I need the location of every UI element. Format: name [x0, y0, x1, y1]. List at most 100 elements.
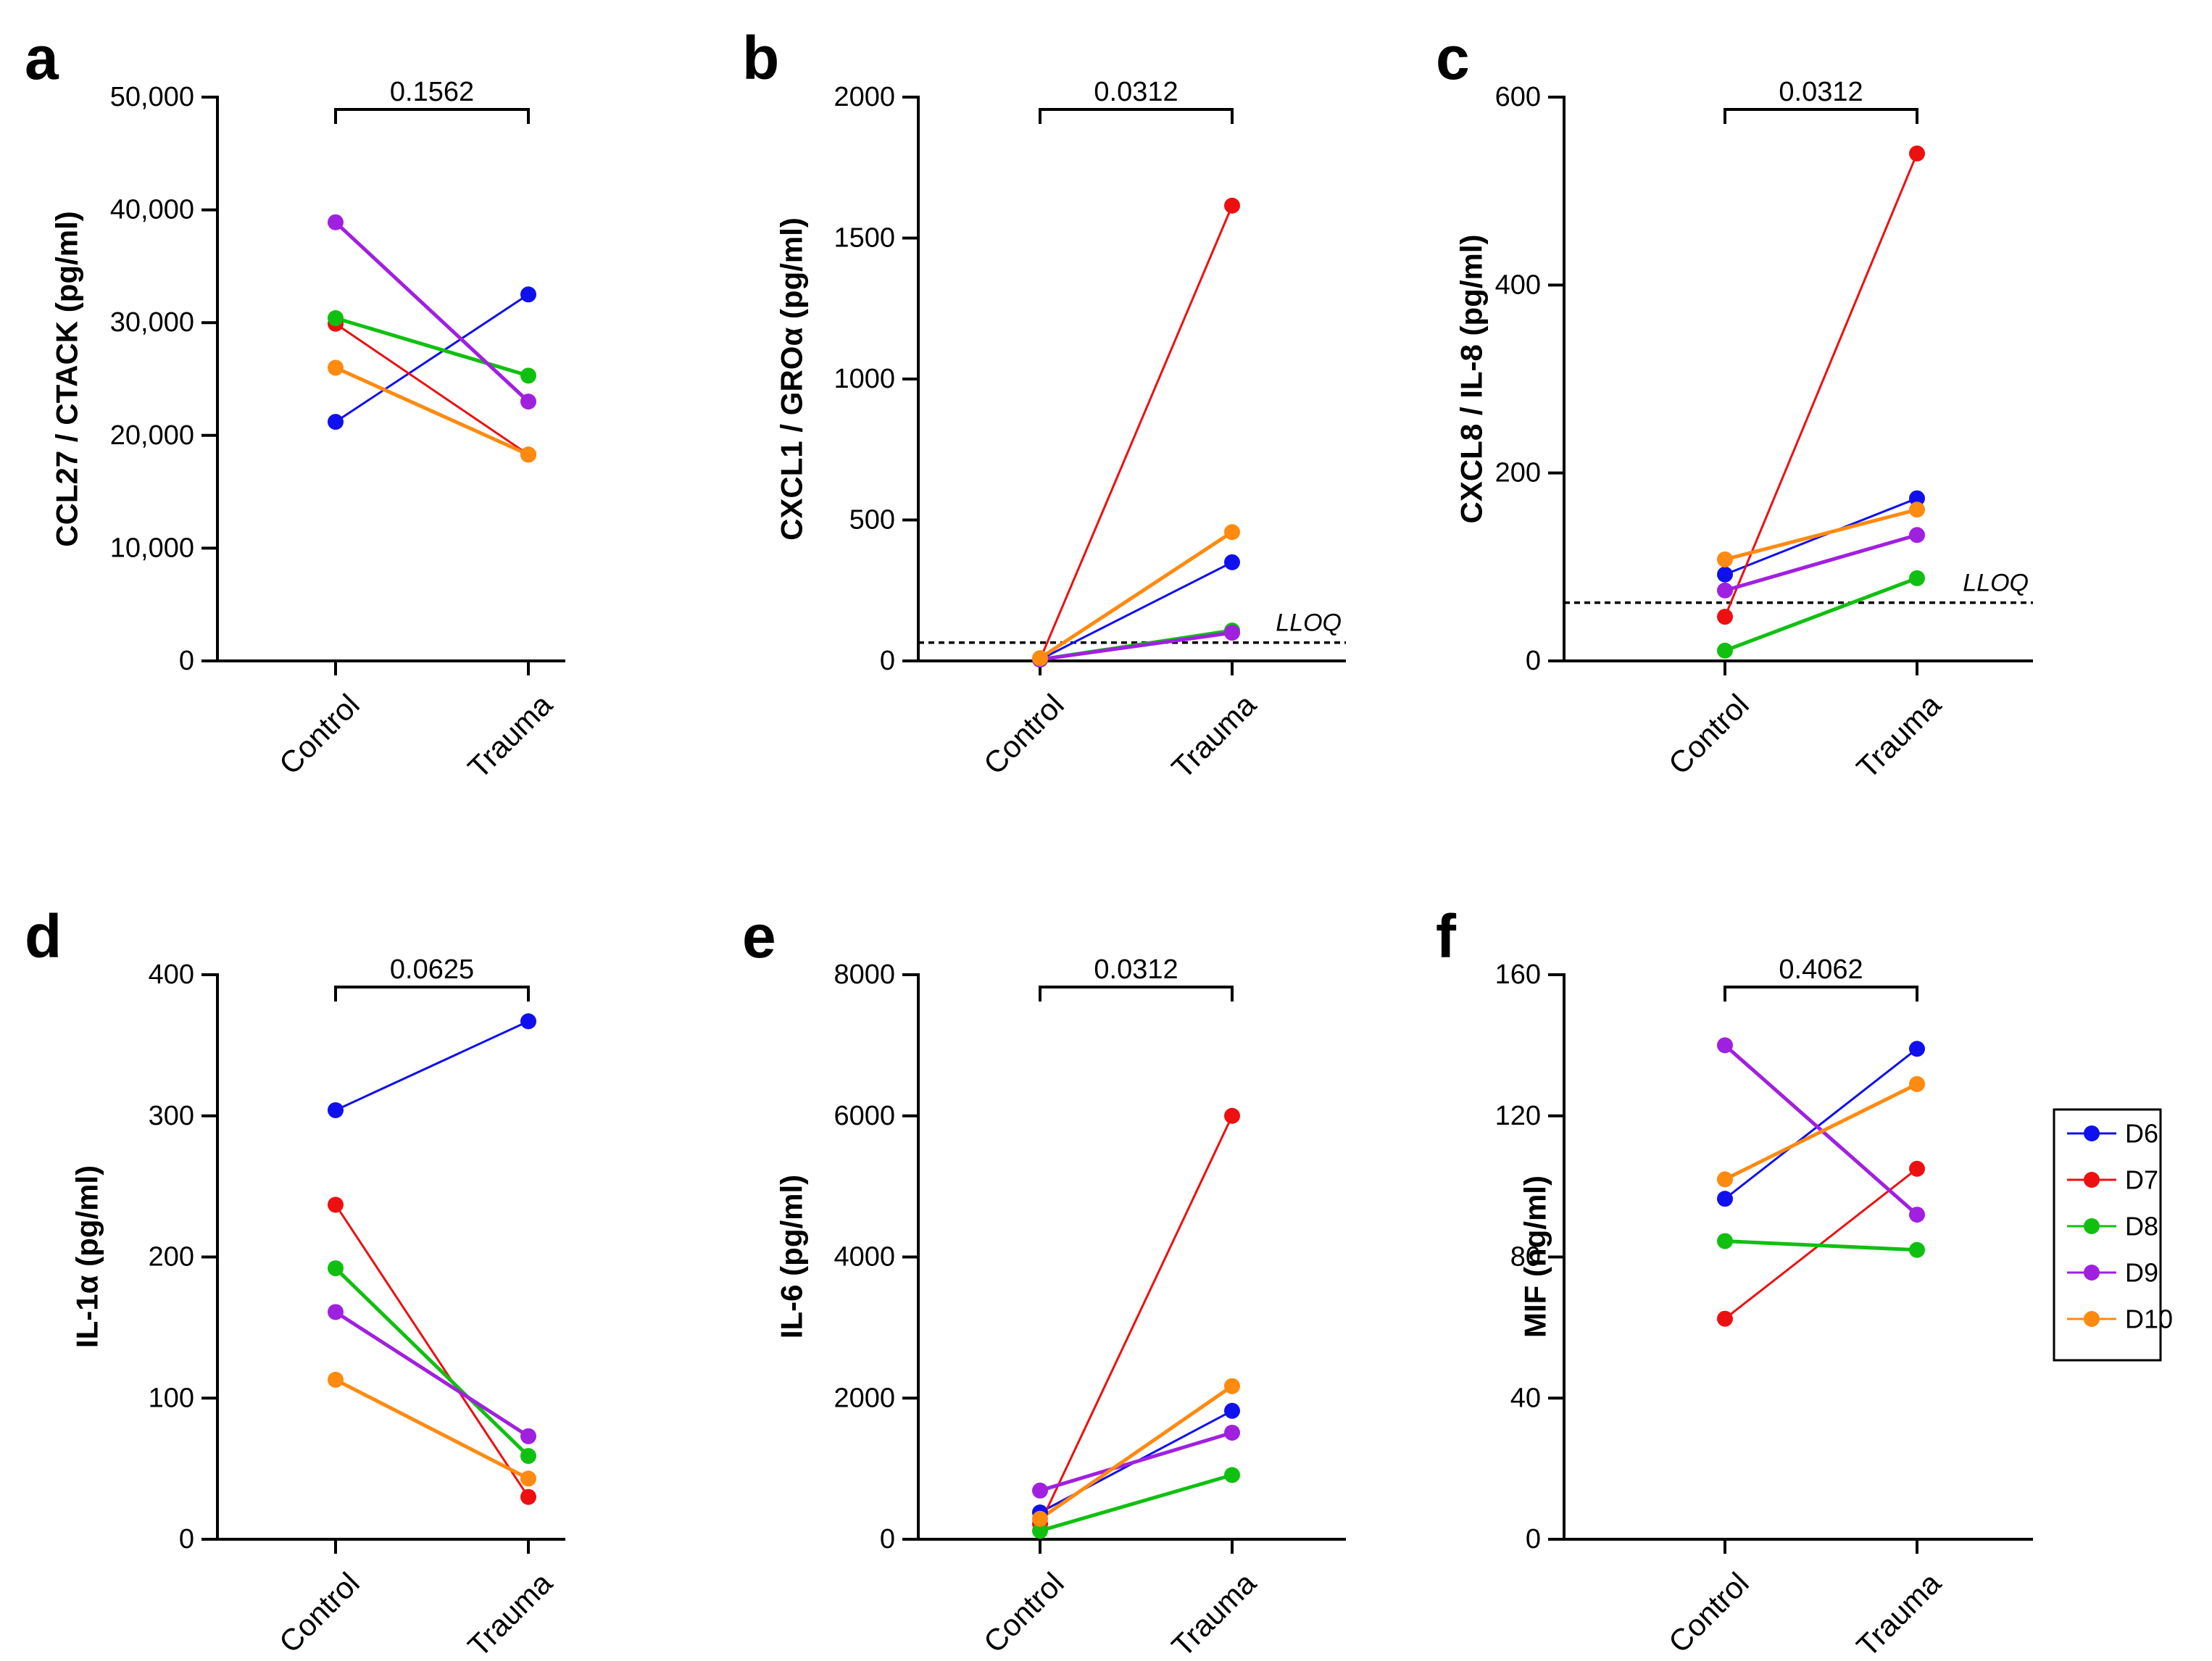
data-point-d6 [1224, 554, 1240, 570]
data-point-d8 [520, 367, 536, 384]
data-point-d8 [1224, 1467, 1240, 1483]
data-point-d10 [1909, 501, 1925, 518]
data-point-d8 [520, 1448, 536, 1465]
series-line-d9 [1724, 533, 1918, 593]
data-point-d6 [1909, 490, 1925, 507]
panel-letter: c [1436, 24, 1470, 92]
p-value-label: 0.0312 [1094, 77, 1178, 107]
data-point-d8 [1717, 1233, 1733, 1249]
data-point-d6 [328, 414, 344, 430]
significance-bracket [1039, 986, 1234, 1002]
series-line-d6 [1724, 497, 1918, 576]
significance-bracket [1724, 986, 1918, 1002]
data-point-d8 [1909, 570, 1925, 586]
legend-label: D9 [2125, 1258, 2158, 1288]
data-point-d10 [1224, 524, 1240, 541]
panel-letter: f [1436, 902, 1457, 970]
x-tick-label: Trauma [1165, 687, 1263, 785]
data-point-d6 [520, 1013, 536, 1030]
p-value-label: 0.1562 [390, 77, 474, 107]
y-tick-label: 80 [1510, 1242, 1541, 1273]
data-point-d6 [1224, 1402, 1240, 1419]
data-point-d9 [1717, 1037, 1733, 1054]
panel-f: f 0 40 80 120 160 Control Trauma MIF (ng/ml) 0.40… [1436, 902, 2033, 1661]
legend-marker [2084, 1311, 2100, 1327]
y-tick-label: 120 [1495, 1101, 1541, 1131]
y-tick-label: 4000 [833, 1242, 895, 1273]
legend-marker [2084, 1218, 2100, 1234]
significance-bracket [334, 986, 530, 1002]
legend-marker [2084, 1125, 2100, 1141]
y-tick-label: 1000 [833, 364, 895, 394]
p-value-label: 0.0312 [1094, 954, 1178, 985]
series-line-d7 [1039, 205, 1234, 660]
data-point-d8 [328, 1260, 344, 1277]
y-tick-label: 200 [149, 1242, 194, 1273]
series-line-d9 [1039, 1431, 1233, 1493]
panel-letter: e [742, 902, 776, 970]
p-value-label: 0.0312 [1779, 77, 1863, 107]
legend: D6 D7 D8 D9 D10 [2053, 1108, 2173, 1362]
data-point-d9 [328, 214, 344, 230]
y-axis-label: MIF (ng/ml) [1518, 1175, 1552, 1338]
series-line-d8 [334, 1267, 530, 1457]
y-tick-label: 40,000 [110, 195, 194, 225]
legend-label: D7 [2125, 1165, 2158, 1195]
y-tick-label: 30,000 [110, 307, 194, 338]
x-tick-label: Trauma [461, 687, 559, 785]
legend-marker [2084, 1172, 2100, 1188]
data-point-d8 [1717, 642, 1733, 659]
series-line-d10 [1039, 530, 1234, 660]
y-tick-label: 0 [880, 1524, 895, 1554]
x-tick-label: Control [977, 1566, 1070, 1660]
legend-label: D8 [2125, 1212, 2158, 1241]
x-tick-label: Control [1662, 1566, 1755, 1660]
y-tick-label: 160 [1495, 959, 1541, 990]
data-point-d9 [1032, 1482, 1048, 1499]
y-tick-label: 100 [149, 1383, 194, 1413]
panel-e: e 0 2000 4000 6000 8000 Control Trauma IL-6 (pg/… [742, 902, 1346, 1661]
series-line-d9 [334, 220, 530, 403]
data-point-d9 [328, 1304, 344, 1320]
significance-bracket [1039, 108, 1234, 124]
panel-a: a 0 10,000 20,000 30,000 40,000 50,000 Control T… [25, 24, 565, 785]
y-tick-label: 10,000 [110, 533, 194, 563]
y-axis-label: IL-6 (pg/ml) [775, 1175, 809, 1339]
data-point-d6 [328, 1102, 344, 1118]
panel-c: c 0 200 400 600 Control Trauma CXCL8 / IL-8 (pg… [1436, 24, 2033, 785]
data-point-d7 [1224, 197, 1240, 214]
x-tick-label: Trauma [1165, 1565, 1263, 1661]
data-point-d7 [1717, 609, 1733, 625]
series-line-d8 [1724, 576, 1918, 653]
series-line-d7 [1724, 153, 1918, 617]
significance-bracket [334, 108, 530, 124]
series-line-d6 [335, 294, 529, 423]
series-line-d10 [334, 1378, 530, 1481]
data-point-d10 [328, 1371, 344, 1388]
data-point-d7 [1717, 1310, 1733, 1327]
y-tick-label: 200 [1495, 458, 1541, 488]
x-tick-label: Trauma [1850, 1565, 1947, 1661]
x-tick-label: Trauma [1850, 687, 1947, 785]
series-line-d9 [1039, 630, 1233, 662]
y-axis-label: CCL27 / CTACK (pg/ml) [50, 211, 84, 547]
x-tick-label: Control [1662, 688, 1755, 781]
series-line-d8 [335, 316, 529, 378]
series-line-d10 [334, 366, 530, 457]
y-tick-label: 400 [149, 959, 194, 990]
data-point-d10 [1224, 1378, 1240, 1394]
data-point-d8 [328, 309, 344, 326]
y-tick-label: 2000 [833, 82, 895, 112]
y-tick-label: 20,000 [110, 420, 194, 451]
y-axis-label: IL-1α (pg/ml) [70, 1165, 104, 1348]
panel-d: d 0 100 200 300 400 Control Trauma IL-1α (pg/ml)… [25, 902, 565, 1661]
p-value-label: 0.4062 [1779, 954, 1863, 985]
x-tick-label: Control [273, 1566, 366, 1660]
data-point-d6 [1717, 1191, 1733, 1207]
data-point-d6 [1909, 1041, 1925, 1057]
series-line-d7 [335, 322, 529, 456]
y-tick-label: 0 [880, 646, 895, 676]
x-tick-label: Control [273, 688, 366, 781]
data-point-d10 [520, 1470, 536, 1487]
